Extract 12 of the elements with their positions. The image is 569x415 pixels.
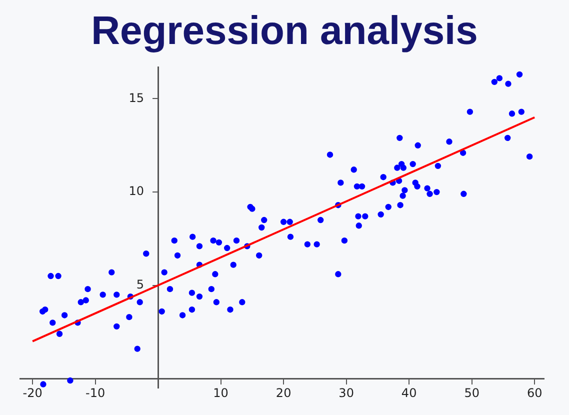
x-tick-label: -10 [86, 386, 106, 400]
x-tick-label: 30 [338, 386, 354, 400]
x-tick-label: 20 [276, 386, 292, 400]
y-tick-label: 5 [136, 277, 144, 292]
x-tick-label: 10 [213, 386, 228, 400]
x-tick-label: -20 [22, 386, 42, 400]
x-tick-label: 40 [401, 386, 417, 400]
x-tick-label: 60 [526, 386, 542, 400]
x-tick-label: 50 [464, 386, 480, 400]
y-tick-label: 10 [128, 184, 144, 198]
y-tick-label: 15 [128, 90, 144, 105]
chart-title: Regression analysis [90, 8, 479, 54]
